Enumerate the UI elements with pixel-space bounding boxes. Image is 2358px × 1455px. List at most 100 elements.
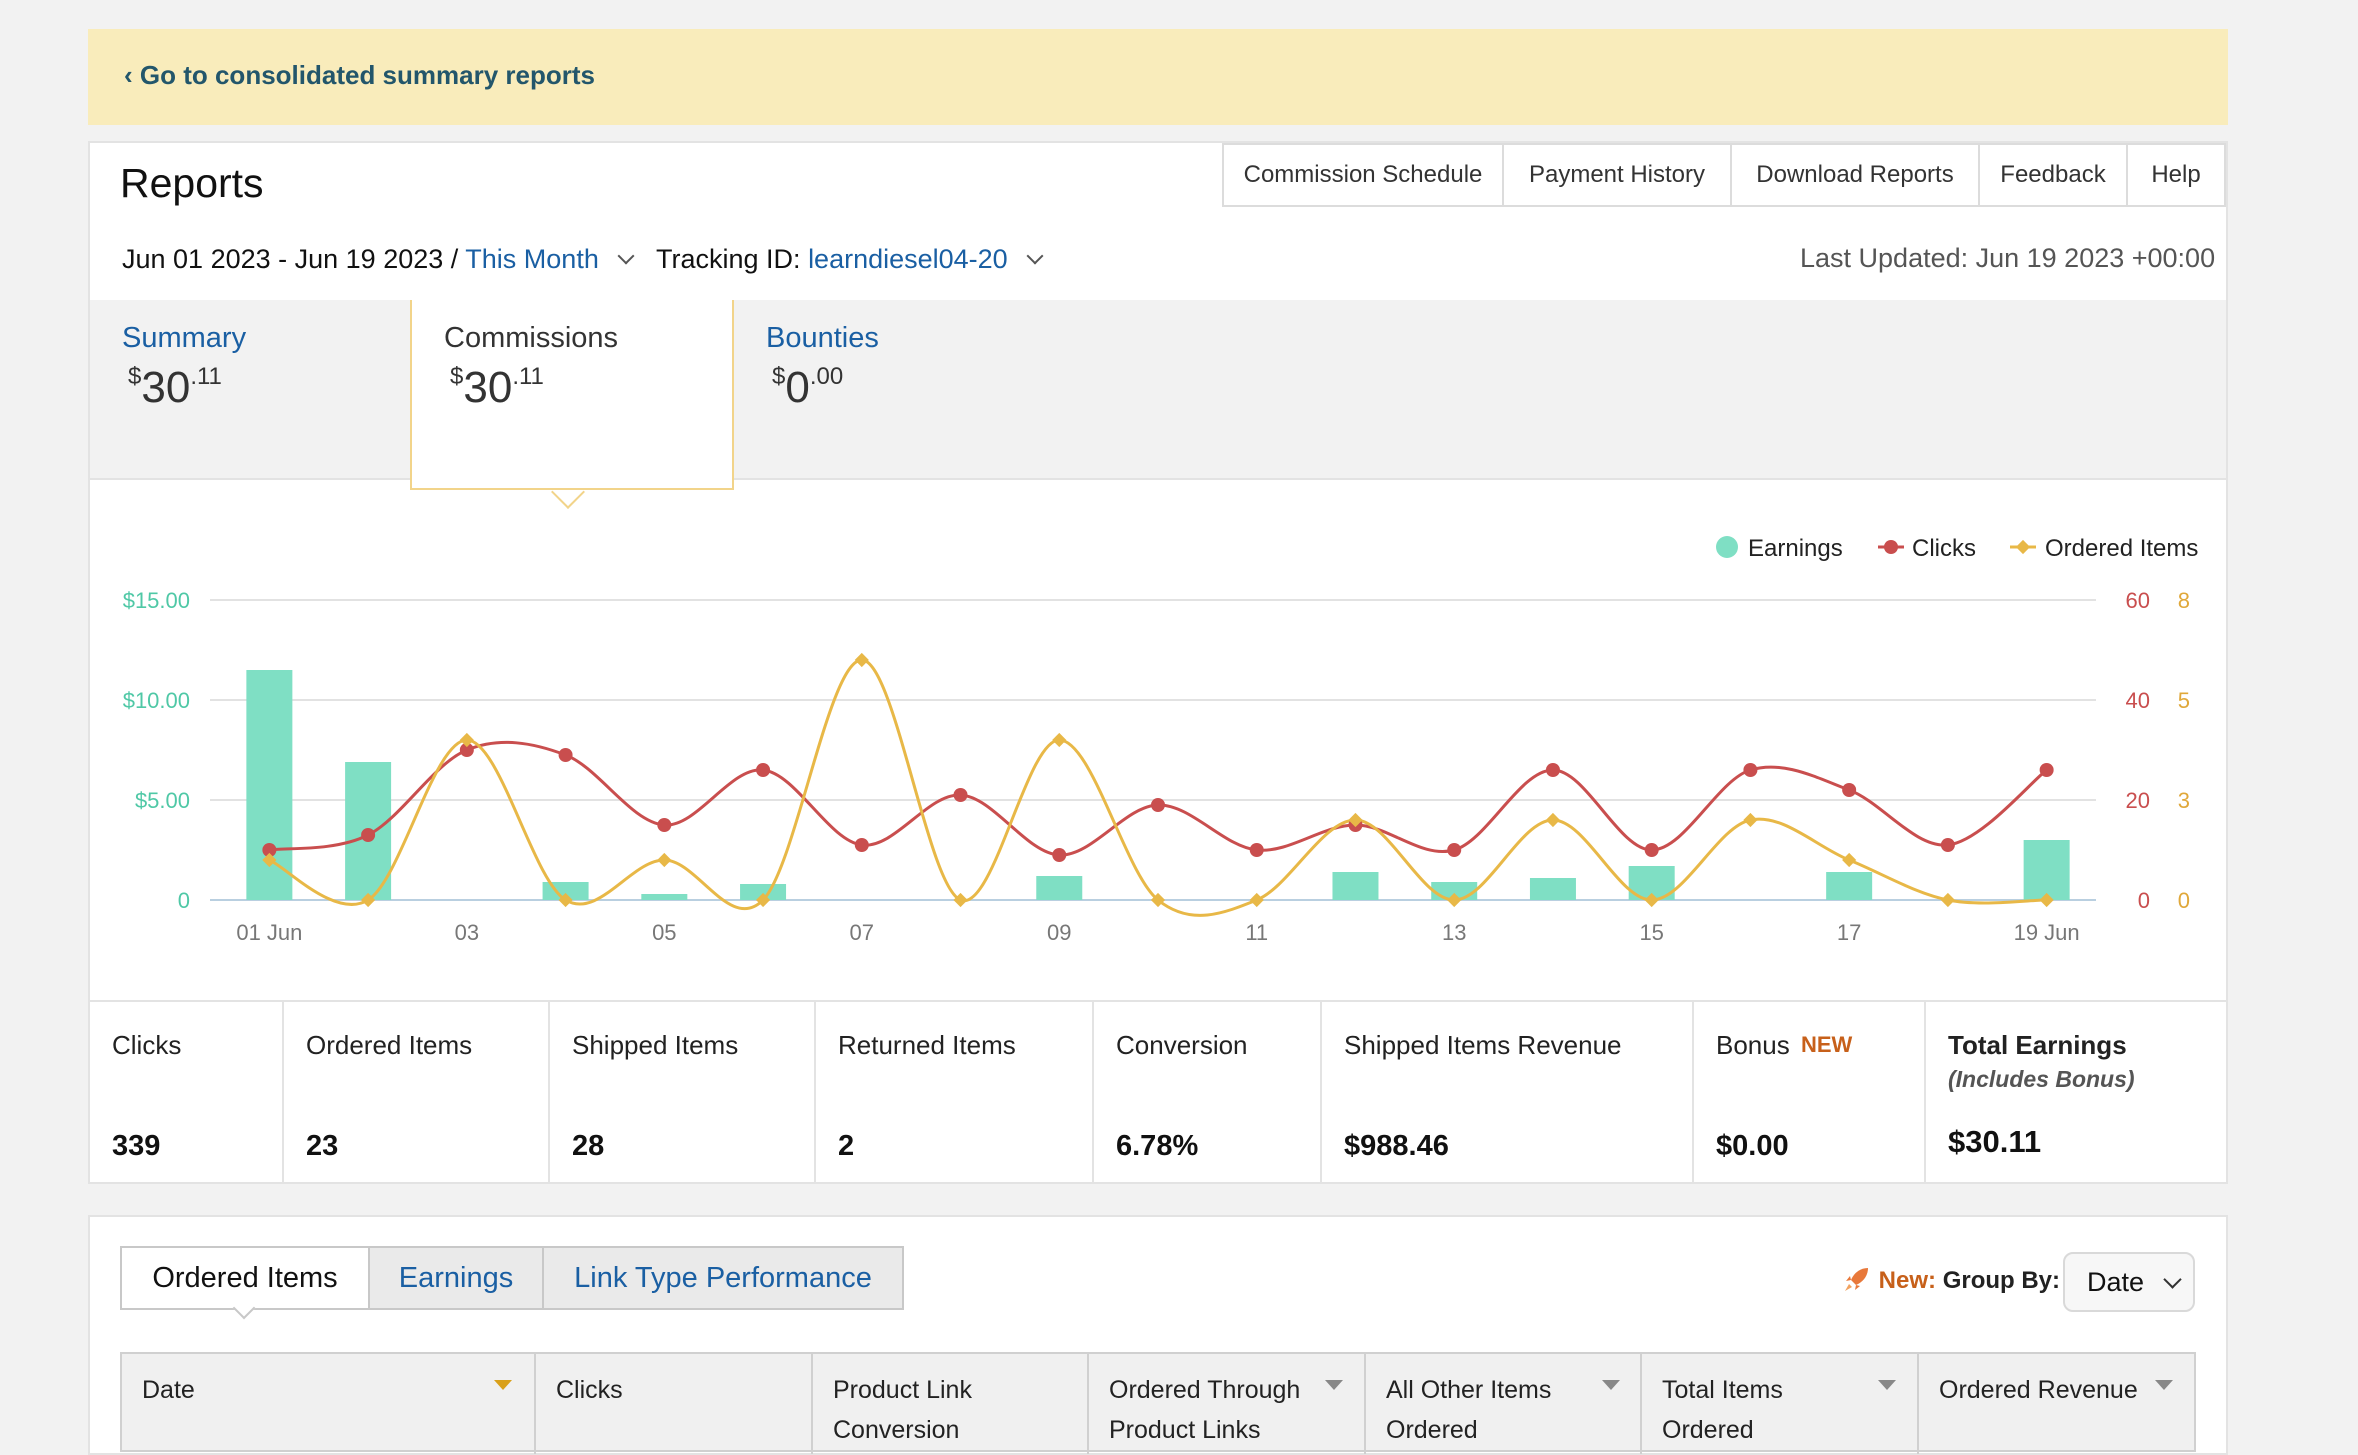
tab-commissions-label: Commissions xyxy=(444,322,619,354)
ordered-items-point xyxy=(1545,812,1561,828)
group-by-value: Date xyxy=(2087,1266,2145,1297)
y-axis-tick-label: $15.00 xyxy=(123,588,190,613)
metric-sublabel: (Includes Bonus) xyxy=(1948,1066,2135,1092)
tab-earnings[interactable]: Earnings xyxy=(368,1246,544,1310)
ordered-items-point xyxy=(1743,812,1758,828)
earnings-bar xyxy=(1826,872,1873,900)
tracking-id-filter[interactable]: Tracking ID: learndiesel04-20 xyxy=(656,244,1044,275)
ordered-items-point xyxy=(1052,732,1067,748)
clicks-point xyxy=(657,818,672,832)
earnings-bar xyxy=(641,894,688,900)
tab-commissions[interactable] xyxy=(410,300,734,490)
metrics-summary: Clicks 339 Ordered Items 23 Shipped Item… xyxy=(90,1000,2226,1184)
new-badge: NEW xyxy=(1800,1032,1853,1057)
new-label: New: xyxy=(1878,1267,1937,1294)
earnings-bar xyxy=(2023,840,2070,900)
y-axis-clicks-tick-label: 20 xyxy=(2126,788,2150,813)
metric-label: Shipped Items Revenue xyxy=(1344,1030,1622,1060)
earnings-bar xyxy=(1529,878,1576,900)
help-button[interactable]: Help xyxy=(2126,143,2226,207)
column-header-clicks[interactable]: Clicks xyxy=(536,1354,813,1454)
legend-earnings-label: Earnings xyxy=(1748,535,1843,562)
x-axis-tick-label: 19 Jun xyxy=(2014,920,2080,945)
clicks-point xyxy=(361,828,376,842)
clicks-point xyxy=(1940,838,1955,852)
y-axis-items-tick-label: 0 xyxy=(2178,888,2190,913)
y-axis-tick-label: $10.00 xyxy=(123,688,190,713)
consolidated-reports-link[interactable]: ‹ Go to consolidated summary reports xyxy=(124,60,595,90)
tab-commissions-amount: $30.11 xyxy=(450,363,544,412)
x-axis-tick-label: 05 xyxy=(652,920,676,945)
y-axis-items-tick-label: 5 xyxy=(2178,688,2190,713)
x-axis-tick-label: 17 xyxy=(1837,920,1861,945)
chevron-down-icon xyxy=(617,247,635,265)
clicks-point xyxy=(1842,783,1857,797)
earnings-bar xyxy=(1332,872,1379,900)
chevron-down-icon xyxy=(2163,1269,2182,1289)
y-axis-clicks-tick-label: 60 xyxy=(2126,588,2150,613)
metric-label: Shipped Items xyxy=(572,1030,739,1060)
metric-label: Clicks xyxy=(112,1030,182,1060)
ordered-items-point xyxy=(459,732,474,748)
column-header-all-other-items-ordered[interactable]: All Other Items Ordered xyxy=(1366,1354,1642,1454)
y-axis-tick-label: 0 xyxy=(178,888,190,913)
metric-clicks: Clicks 339 xyxy=(90,1002,284,1184)
clicks-point xyxy=(1151,798,1165,812)
tab-commissions-content: Commissions $30.11 xyxy=(444,322,618,413)
sort-icon xyxy=(1325,1380,1343,1390)
legend-clicks-marker xyxy=(1884,540,1898,554)
metric-label: Conversion xyxy=(1116,1030,1248,1060)
column-header-ordered-revenue[interactable]: Ordered Revenue xyxy=(1919,1354,2196,1454)
metric-conversion: Conversion 6.78% xyxy=(1094,1002,1322,1184)
ordered-items-point xyxy=(657,852,672,868)
metric-label: Total Earnings xyxy=(1948,1030,2127,1060)
download-reports-button[interactable]: Download Reports xyxy=(1730,143,1980,207)
clicks-point xyxy=(854,838,869,852)
metric-label: Ordered Items xyxy=(306,1030,473,1060)
payment-history-button[interactable]: Payment History xyxy=(1502,143,1732,207)
ordered-items-line xyxy=(268,658,2047,917)
tab-bounties[interactable]: Bounties $0.00 xyxy=(766,322,879,413)
legend-clicks-label: Clicks xyxy=(1912,535,1976,562)
legend-earnings-marker xyxy=(1716,536,1738,558)
x-axis-tick-label: 01 Jun xyxy=(236,920,302,945)
feedback-button[interactable]: Feedback xyxy=(1978,143,2128,207)
sort-icon xyxy=(1878,1380,1896,1390)
metric-value: $0.00 xyxy=(1716,1130,1789,1162)
metric-value: $30.11 xyxy=(1948,1124,2042,1159)
y-axis-items-tick-label: 8 xyxy=(2178,588,2190,613)
clicks-point xyxy=(1644,843,1659,857)
clicks-point xyxy=(1743,763,1758,777)
x-axis-tick-label: 07 xyxy=(850,920,874,945)
sort-icon xyxy=(2155,1380,2173,1390)
metric-bonus: Bonus NEW $0.00 xyxy=(1694,1002,1926,1184)
tab-summary[interactable]: Summary $30.11 xyxy=(122,322,246,413)
tab-link-type-performance[interactable]: Link Type Performance xyxy=(542,1246,904,1310)
column-header-date[interactable]: Date xyxy=(122,1354,536,1454)
y-axis-items-tick-label: 3 xyxy=(2178,788,2190,813)
metric-shipped-items: Shipped Items 28 xyxy=(550,1002,816,1184)
date-range-filter[interactable]: Jun 01 2023 - Jun 19 2023 / This Month xyxy=(122,244,635,275)
column-header-ordered-through-product-links[interactable]: Ordered Through Product Links xyxy=(1089,1354,1366,1454)
period-dropdown[interactable]: This Month xyxy=(465,244,599,274)
y-axis-clicks-tick-label: 40 xyxy=(2126,688,2150,713)
x-axis-tick-label: 03 xyxy=(455,920,479,945)
last-updated: Last Updated: Jun 19 2023 +00:00 xyxy=(1800,243,2216,273)
tab-summary-label: Summary xyxy=(122,322,247,354)
column-header-product-link-conversion[interactable]: Product Link Conversion xyxy=(813,1354,1089,1454)
metric-returned-items: Returned Items 2 xyxy=(816,1002,1094,1184)
commission-schedule-button[interactable]: Commission Schedule xyxy=(1222,143,1504,207)
ordered-items-point xyxy=(854,652,869,668)
group-by-select[interactable]: Date xyxy=(2063,1252,2195,1312)
tracking-id-dropdown[interactable]: learndiesel04-20 xyxy=(808,244,1008,274)
ordered-items-point xyxy=(262,852,277,868)
metric-label: Bonus NEW xyxy=(1716,1030,1853,1060)
ordered-items-point xyxy=(755,892,771,908)
table-header: Date Clicks Product Link Conversion Order… xyxy=(120,1352,2196,1454)
tab-bounties-label: Bounties xyxy=(766,322,879,354)
metric-value: 6.78% xyxy=(1116,1130,1199,1162)
tracking-id-label: Tracking ID: xyxy=(656,244,801,274)
column-header-total-items-ordered[interactable]: Total Items Ordered xyxy=(1642,1354,1919,1454)
clicks-point xyxy=(1447,843,1462,857)
